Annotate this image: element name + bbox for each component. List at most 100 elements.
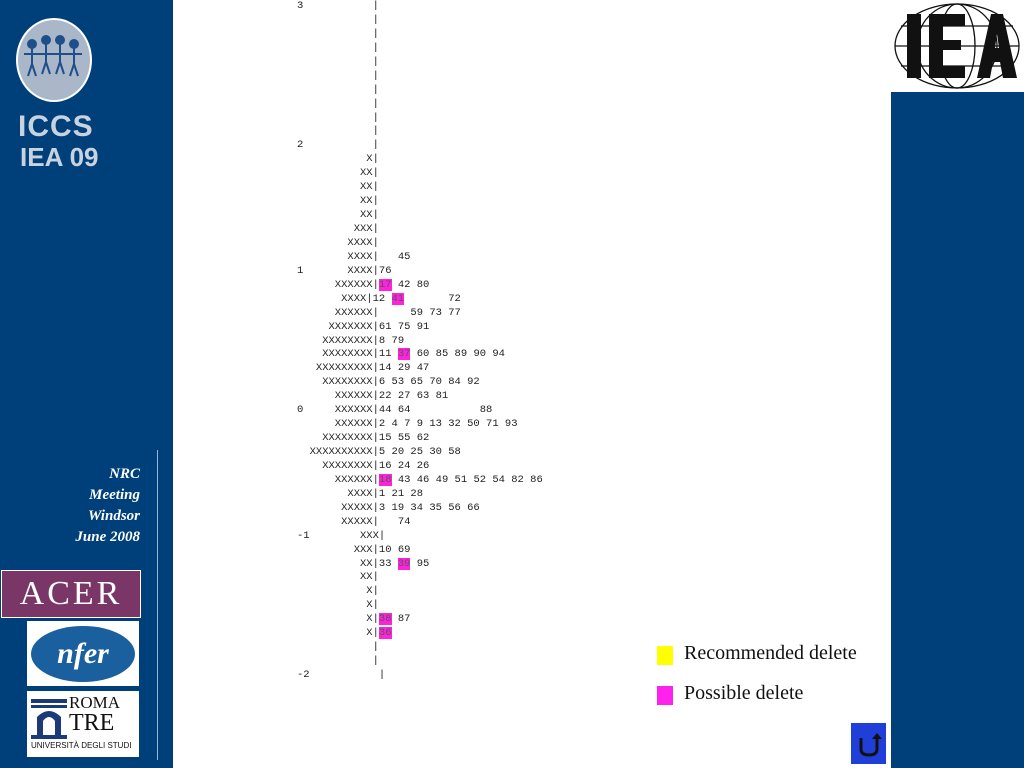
item-map-text: |: [297, 69, 379, 82]
item-map-text: |: [297, 55, 379, 68]
item-map-text: XX|33: [297, 557, 398, 570]
item-map-row: XXXXX| 74: [297, 516, 543, 530]
item-map-row: X|36: [297, 627, 543, 641]
item-map-row: X|: [297, 585, 543, 599]
meeting-line: NRC: [109, 466, 140, 482]
item-map-row: XXXXXXXX|8 79: [297, 335, 543, 349]
item-map-row: |: [297, 125, 543, 139]
item-map-text: 3 |: [297, 0, 379, 12]
item-map-text: 2 |: [297, 139, 379, 152]
item-map-text: XX|: [297, 167, 379, 180]
item-map-text: 42 80: [391, 278, 430, 291]
item-map-text: XX|: [297, 181, 379, 194]
item-map-row: XXXX|12 41 72: [297, 292, 543, 307]
iea-globe-icon: [894, 3, 1020, 89]
item-map-row: XXXXXXX|61 75 91: [297, 321, 543, 335]
item-map-row: |: [297, 42, 543, 56]
sidebar-divider: [157, 450, 158, 760]
item-map-row: XXX|10 69: [297, 544, 543, 558]
item-map-text: XXXXXXXX|16 24 26: [297, 459, 430, 472]
iccs-people-emblem: [16, 18, 92, 102]
item-map-text: 1 XXXX|76: [297, 264, 392, 277]
item-map-text: XXXXXX| 59 73 77: [297, 306, 461, 319]
legend-swatch-recommended: [657, 646, 673, 665]
possible-delete-item: 17: [378, 278, 392, 291]
possible-delete-item: 18: [378, 473, 392, 486]
item-map-row: |: [297, 14, 543, 28]
item-map-text: XXXXXXXX|6 53 65 70 84 92: [297, 376, 480, 389]
return-arrow-icon: [859, 732, 882, 757]
item-map-text: |: [297, 641, 379, 654]
iccs-logo-text: ICCS: [18, 110, 94, 143]
item-map-text: XX|: [297, 209, 379, 222]
item-map-text: XXXXXXXX|11: [297, 348, 398, 361]
item-map-row: 0 XXXXXX|44 64 88: [297, 404, 543, 418]
item-map-text: |: [297, 97, 379, 110]
item-map-text: |: [297, 13, 379, 26]
possible-delete-item: 37: [397, 348, 411, 361]
item-map-row: XXXXXX|22 27 63 81: [297, 390, 543, 404]
nfer-oval: nfer: [31, 625, 135, 682]
legend-label-recommended: Recommended delete: [684, 642, 857, 664]
item-map-row: XXXX|: [297, 237, 543, 251]
item-map-text: XXXX|1 21 28: [297, 487, 424, 500]
item-map-text: XXXXXX|: [297, 278, 379, 291]
item-map-text: X|: [297, 627, 379, 640]
iea-logo: [891, 0, 1024, 92]
item-map-row: XXXXXXXX|6 53 65 70 84 92: [297, 376, 543, 390]
item-map-text: |: [297, 41, 379, 54]
item-map-text: |: [297, 83, 379, 96]
item-map-text: XXXXXX|2 4 7 9 13 32 50 71 93: [297, 418, 518, 431]
item-map-row: X|: [297, 153, 543, 167]
item-map-row: |: [297, 655, 543, 669]
item-map-row: XXXXXXXX|16 24 26: [297, 460, 543, 474]
item-map-text: -1 XXX|: [297, 529, 386, 542]
item-map-text: |: [297, 655, 379, 668]
roma-logo-line3: UNIVERSITÀ DEGLI STUDI: [31, 741, 132, 750]
item-map-text: XXX|: [297, 223, 379, 235]
acer-logo: ACER: [1, 570, 141, 618]
item-map-row: |: [297, 98, 543, 112]
item-map-row: XXX|: [297, 223, 543, 237]
item-map-text: XXXXXXXX|15 55 62: [297, 432, 430, 445]
item-map-text: XXXX|: [297, 236, 379, 249]
item-map-row: |: [297, 84, 543, 98]
item-map-text: XXX|10 69: [297, 543, 411, 556]
item-map-row: XX|: [297, 167, 543, 181]
building-icon: [31, 699, 67, 739]
item-map-row: XX|: [297, 195, 543, 209]
item-map-text: XXXXXXXX|8 79: [297, 334, 405, 347]
item-map-row: X|38 87: [297, 613, 543, 627]
legend-label-possible: Possible delete: [684, 682, 804, 704]
item-map-text: XXXXXXXXXX|5 20 25 30 58: [297, 446, 461, 458]
item-map-plot: 3 | | | | | | | | | | 2 | X| XX| XX| XX|: [297, 0, 543, 683]
item-map-text: 60 85 89 90 94: [410, 348, 505, 361]
legend-swatch-possible: [657, 686, 673, 705]
item-map-text: X|: [297, 599, 379, 612]
item-map-row: -2 |: [297, 669, 543, 683]
item-map-text: |: [297, 27, 379, 40]
item-map-row: X|: [297, 599, 543, 613]
item-map-text: XXXXX| 74: [297, 515, 411, 528]
item-map-text: X|: [297, 585, 379, 598]
roma-logo-line2: TRE: [69, 710, 115, 736]
roma-logo-line1: ROMA: [69, 693, 121, 712]
item-map-text: 43 46 49 51 52 54 82 86: [391, 473, 543, 486]
possible-delete-item: 39: [397, 557, 411, 570]
item-map-row: XXXX| 45: [297, 251, 543, 265]
item-map-row: XXXXXX| 59 73 77: [297, 307, 543, 321]
nfer-logo: nfer: [27, 621, 139, 686]
item-map-row: XXXXXXXXX|14 29 47: [297, 362, 543, 376]
item-map-row: XX|: [297, 209, 543, 223]
return-button[interactable]: [850, 722, 887, 765]
item-map-row: XX|33 39 95: [297, 557, 543, 572]
item-map-text: XXXXXXX|61 75 91: [297, 320, 430, 333]
possible-delete-item: 36: [378, 627, 392, 640]
roma-tre-logo: ROMA TRE UNIVERSITÀ DEGLI STUDI: [27, 691, 139, 757]
legend-item-recommended: Recommended delete: [657, 642, 897, 668]
item-map-text: |: [297, 111, 379, 124]
left-sidebar: ICCS IEA 09 NRC Meeting Windsor June 200…: [0, 0, 173, 768]
item-map-row: 3 |: [297, 0, 543, 14]
possible-delete-item: 41: [391, 292, 405, 305]
iccs-logo-subtext: IEA 09: [20, 142, 99, 172]
